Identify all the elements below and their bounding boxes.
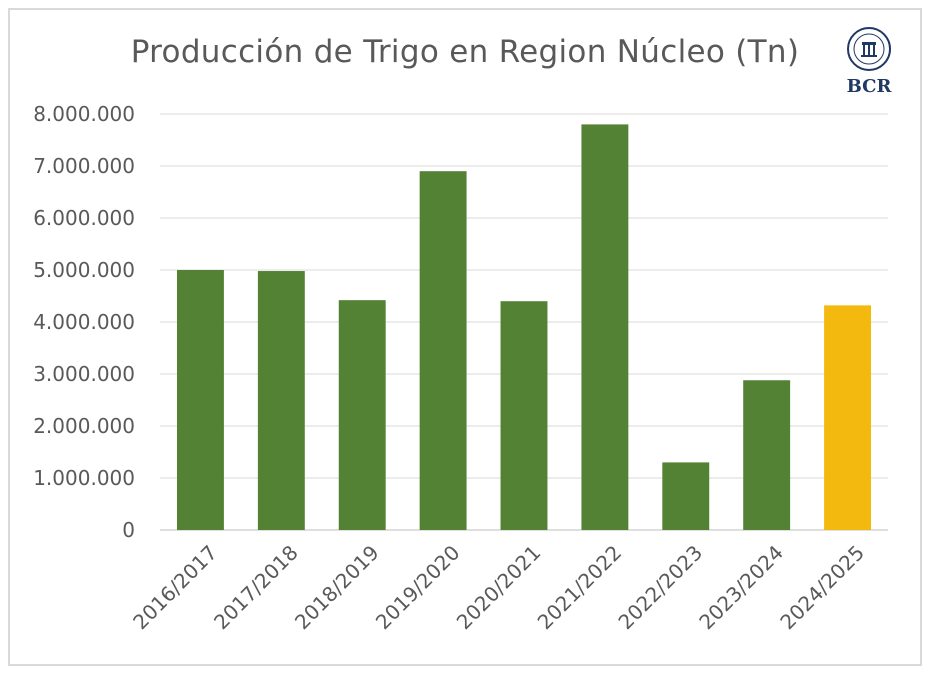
x-tick-label: 2020/2021 <box>452 540 546 634</box>
bar-2018-2019 <box>338 300 386 530</box>
y-tick-label: 5.000.000 <box>33 258 135 282</box>
x-tick-label: 2023/2024 <box>694 540 788 634</box>
x-tick-label: 2021/2022 <box>533 540 627 634</box>
chart-title: Producción de Trigo en Region Núcleo (Tn… <box>130 34 800 70</box>
bar-2022-2023 <box>662 462 710 530</box>
bars <box>176 124 872 531</box>
x-axis-ticks: 2016/20172017/20182018/20192019/20202020… <box>128 540 869 634</box>
y-tick-label: 1.000.000 <box>33 466 135 490</box>
y-tick-label: 7.000.000 <box>33 154 135 178</box>
x-tick-label: 2018/2019 <box>290 540 384 634</box>
bcr-seal-icon <box>847 27 891 71</box>
bar-2024-2025 <box>824 305 872 530</box>
y-tick-label: 8.000.000 <box>33 102 135 126</box>
bar-2023-2024 <box>743 380 791 530</box>
y-tick-label: 4.000.000 <box>33 310 135 334</box>
bcr-logo: BCR <box>836 26 902 97</box>
y-tick-label: 0 <box>122 518 135 542</box>
bcr-logo-text: BCR <box>846 76 892 97</box>
y-axis-ticks: 0 1.000.000 2.000.000 3.000.000 4.000.000 5.0… <box>33 102 135 542</box>
y-tick-label: 6.000.000 <box>33 206 135 230</box>
y-tick-label: 3.000.000 <box>33 362 135 386</box>
x-tick-label: 2024/2025 <box>775 540 869 634</box>
bar-2020-2021 <box>500 301 548 530</box>
x-tick-label: 2022/2023 <box>613 540 707 634</box>
bar-2017-2018 <box>257 271 305 530</box>
x-tick-label: 2017/2018 <box>209 540 303 634</box>
x-tick-label: 2016/2017 <box>128 540 222 634</box>
x-tick-label: 2019/2020 <box>371 540 465 634</box>
bar-2019-2020 <box>419 171 467 530</box>
bar-2021-2022 <box>581 124 629 531</box>
y-tick-label: 2.000.000 <box>33 414 135 438</box>
bar-2016-2017 <box>176 270 224 530</box>
